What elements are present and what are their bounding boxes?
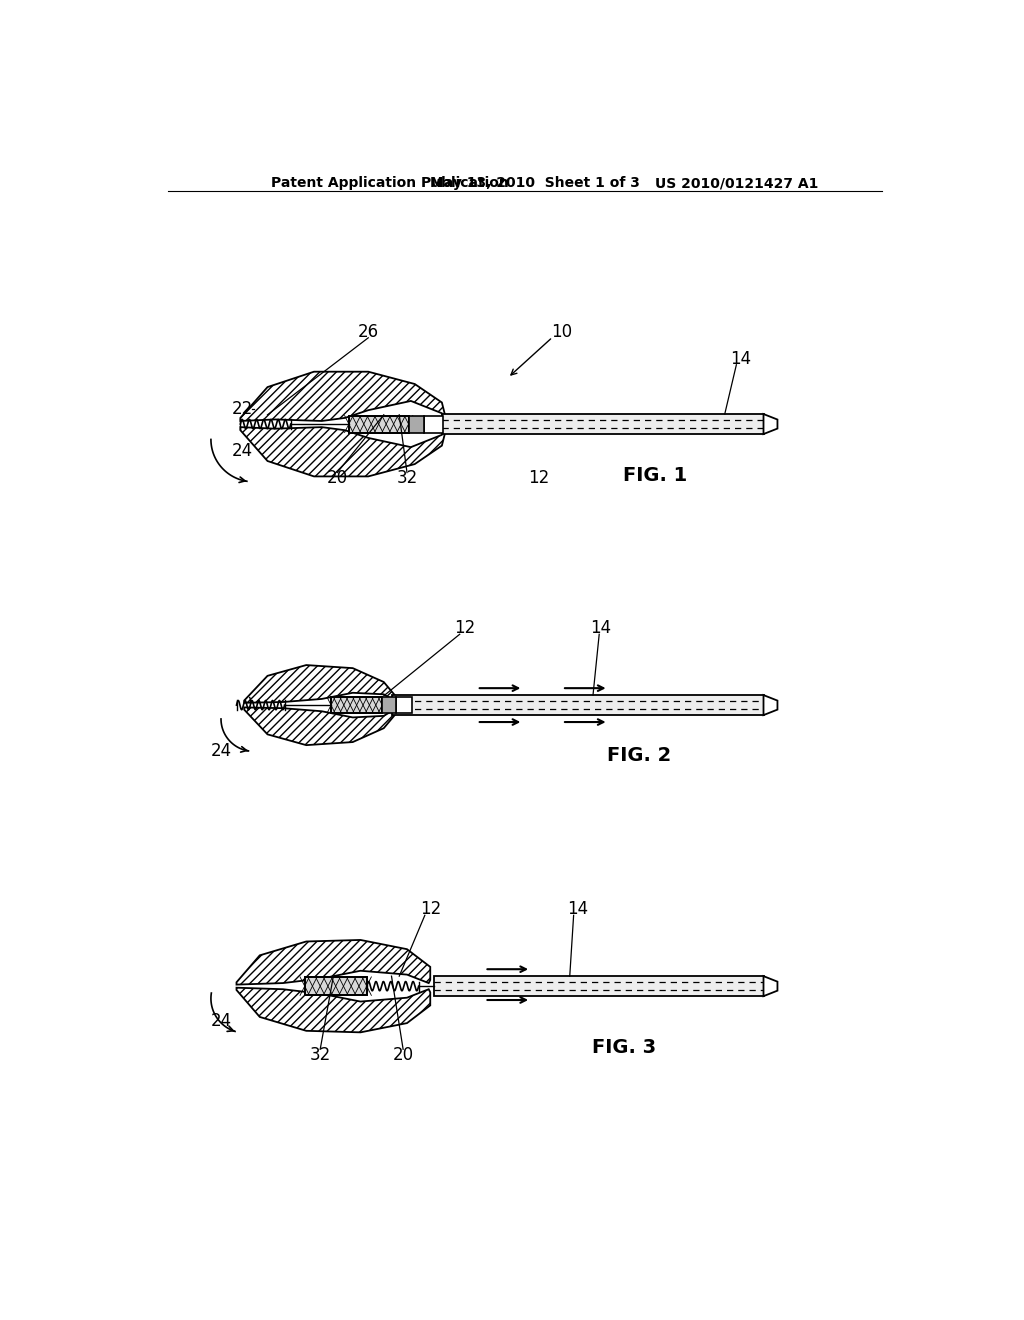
Bar: [434, 977, 764, 997]
Text: 20: 20: [327, 469, 348, 487]
Polygon shape: [245, 708, 395, 744]
Text: 32: 32: [396, 469, 418, 487]
Polygon shape: [241, 428, 445, 477]
Text: US 2010/0121427 A1: US 2010/0121427 A1: [655, 176, 818, 190]
Polygon shape: [764, 696, 777, 715]
Text: 14: 14: [730, 350, 751, 367]
Text: 12: 12: [528, 469, 549, 487]
Polygon shape: [764, 414, 777, 434]
Bar: [331, 697, 382, 713]
Bar: [349, 416, 409, 433]
Text: 24: 24: [211, 742, 231, 760]
Polygon shape: [245, 665, 395, 702]
Bar: [382, 697, 396, 713]
Text: 32: 32: [309, 1047, 331, 1064]
Text: 24: 24: [211, 1012, 231, 1030]
Text: May 13, 2010  Sheet 1 of 3: May 13, 2010 Sheet 1 of 3: [430, 176, 640, 190]
Text: FIG. 1: FIG. 1: [623, 466, 687, 486]
Polygon shape: [237, 940, 430, 985]
Text: Patent Application Publication: Patent Application Publication: [271, 176, 509, 190]
Text: 14: 14: [567, 900, 588, 919]
Text: 22: 22: [232, 400, 253, 417]
Text: 26: 26: [357, 322, 379, 341]
Bar: [391, 696, 764, 715]
Bar: [349, 416, 409, 433]
Polygon shape: [241, 372, 445, 421]
Bar: [305, 977, 367, 995]
Polygon shape: [764, 977, 777, 997]
Text: 14: 14: [590, 619, 611, 638]
Bar: [424, 416, 443, 433]
Bar: [305, 977, 367, 995]
Bar: [409, 416, 424, 433]
Polygon shape: [237, 987, 430, 1032]
Text: FIG. 2: FIG. 2: [607, 746, 672, 764]
Bar: [396, 697, 412, 713]
Text: 24: 24: [232, 442, 253, 459]
Bar: [331, 697, 382, 713]
Text: FIG. 3: FIG. 3: [592, 1039, 656, 1057]
Text: 12: 12: [455, 619, 476, 638]
Text: 20: 20: [392, 1047, 414, 1064]
Bar: [442, 414, 764, 434]
Text: 12: 12: [420, 900, 441, 919]
Text: 10: 10: [552, 322, 572, 341]
